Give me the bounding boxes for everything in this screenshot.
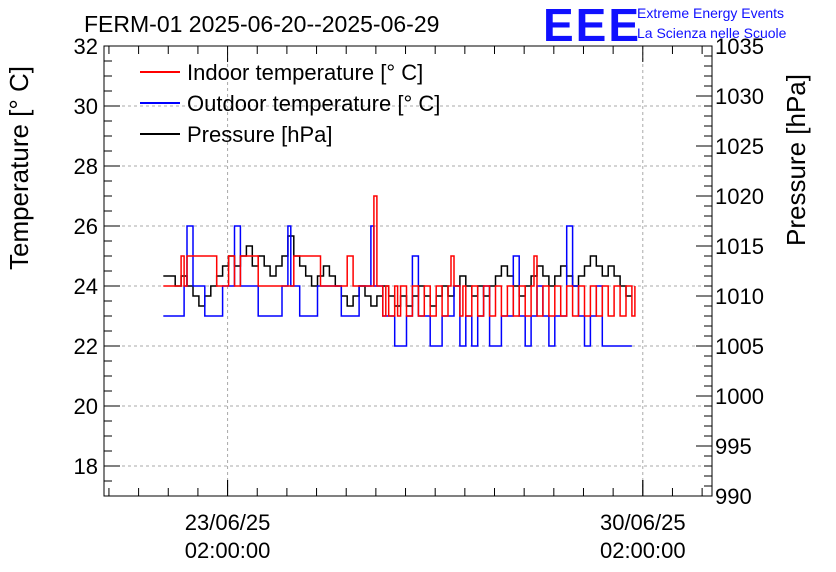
y-axis-label: Temperature [° C]: [4, 66, 34, 270]
y2-tick-label: 1030: [715, 84, 764, 109]
x-tick-label-date: 30/06/25: [600, 510, 686, 535]
y2-tick-label: 1005: [715, 334, 764, 359]
legend: Indoor temperature [° C] Outdoor temperat…: [140, 60, 440, 147]
y2-tick-label: 1035: [715, 34, 764, 59]
y-tick-label: 24: [74, 274, 98, 299]
chart-title: FERM-01 2025-06-20--2025-06-29: [84, 11, 439, 37]
y-tick-label: 28: [74, 154, 98, 179]
x-tick-label-time: 02:00:00: [600, 538, 686, 563]
y2-tick-label: 1015: [715, 234, 764, 259]
y-tick-label: 32: [74, 34, 98, 59]
plot-area: [163, 196, 635, 346]
y2-tick-label: 995: [715, 434, 752, 459]
eee-logo-line1: Extreme Energy Events: [637, 5, 784, 21]
y2-tick-label: 990: [715, 484, 752, 509]
legend-label: Indoor temperature [° C]: [187, 60, 423, 85]
eee-logo-mark: EEE: [543, 0, 641, 51]
legend-label: Pressure [hPa]: [187, 122, 333, 147]
y2-tick-label: 1025: [715, 134, 764, 159]
series-line-indoor-temperature: [163, 196, 635, 316]
y2-tick-label: 1000: [715, 384, 764, 409]
y2-tick-label: 1020: [715, 184, 764, 209]
y2-axis-label: Pressure [hPa]: [781, 74, 811, 246]
y-tick-label: 18: [74, 454, 98, 479]
legend-label: Outdoor temperature [° C]: [187, 91, 440, 116]
y-tick-label: 26: [74, 214, 98, 239]
y-tick-label: 30: [74, 94, 98, 119]
y2-tick-label: 1010: [715, 284, 764, 309]
y-tick-label: 22: [74, 334, 98, 359]
y-tick-label: 20: [74, 394, 98, 419]
x-tick-label-time: 02:00:00: [185, 538, 271, 563]
x-tick-label-date: 23/06/25: [185, 510, 271, 535]
eee-logo-line2: La Scienza nelle Scuole: [637, 25, 787, 41]
chart: FERM-01 2025-06-20--2025-06-29 EEE Extre…: [0, 0, 836, 572]
